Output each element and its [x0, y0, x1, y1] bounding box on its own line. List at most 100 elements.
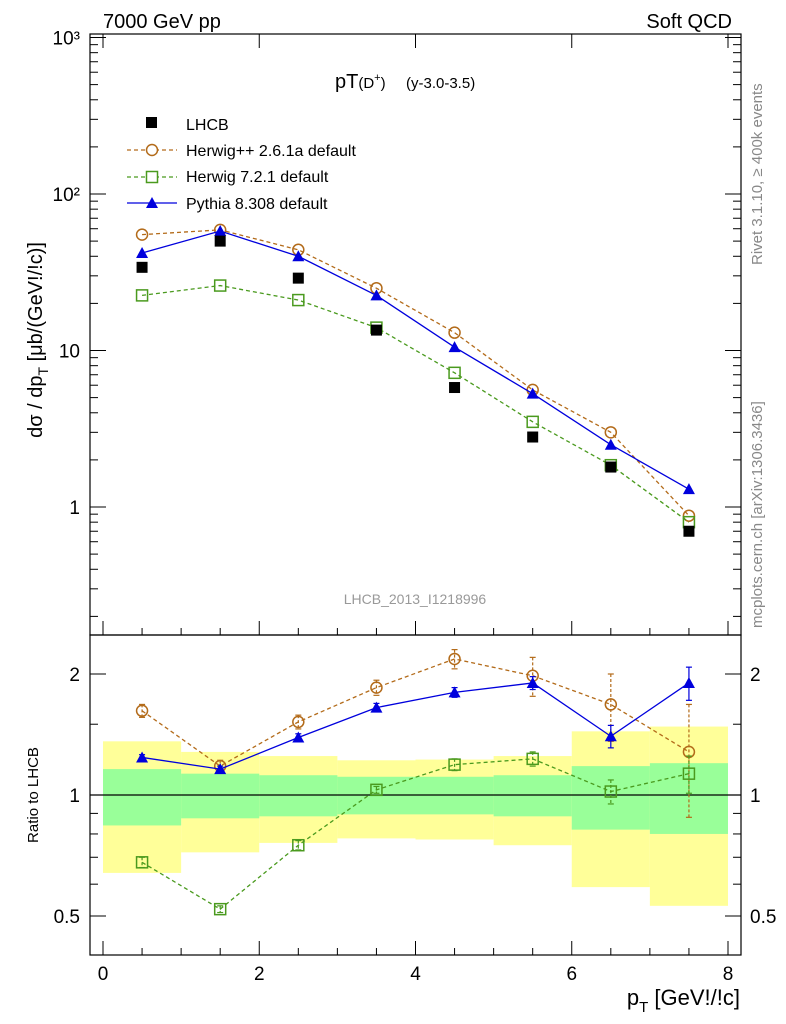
legend-label-lhcb: LHCB — [186, 117, 229, 134]
main-point-pythia-8-308-default-5 — [526, 387, 539, 399]
ratio-y-axis-label: Ratio to LHCB — [25, 747, 42, 843]
main-point-herwig-7-2-1-default-1 — [213, 279, 227, 292]
main-point-lhcb-1 — [214, 235, 226, 247]
ratio-point-herwig-2-6-1a-default-6 — [604, 698, 618, 711]
legend-marker-lhcb — [146, 117, 157, 128]
main-point-pythia-8-308-default-7 — [682, 483, 695, 495]
ratio-series — [135, 649, 696, 916]
legend-label-herwig7: Herwig 7.2.1 default — [186, 169, 329, 186]
main-series — [135, 223, 696, 537]
ratio-point-herwig-2-6-1a-default-0 — [135, 704, 149, 718]
ratio-y-tick-label-right-0: 0.5 — [750, 907, 776, 928]
y-tick-label-1: 10 — [59, 342, 80, 363]
axis-ticks: 0 2 4 6 8 1 10 10² 10³ 0.5 0.5 1 1 2 2 — [53, 29, 777, 986]
legend-marker-herwig7 — [145, 170, 159, 184]
main-point-herwig-7-2-1-default-5 — [526, 415, 539, 429]
main-line-herwig-7-2-1-default — [141, 284, 690, 523]
x-axis-label-main: p — [627, 985, 639, 1010]
y-tick-label-3: 10³ — [53, 29, 80, 50]
ratio-point-pythia-8-308-default-2 — [292, 731, 305, 743]
x-tick-label-0: 0 — [98, 964, 109, 985]
green-band-2 — [259, 775, 338, 817]
plot-title: pT(D+) — [335, 71, 386, 93]
main-point-herwig-7-2-1-default-0 — [135, 289, 149, 302]
x-tick-label-1: 2 — [254, 964, 265, 985]
header-left: 7000 GeV pp — [103, 11, 221, 33]
y-tick-label-0: 1 — [69, 498, 80, 519]
y-axis-label: dσ / dpT [μb/(GeV!/!c)] — [25, 242, 51, 438]
title-suffix: (y-3.0-3.5) — [406, 75, 475, 92]
title-sup: + — [374, 72, 380, 84]
main-point-lhcb-6 — [605, 461, 617, 473]
main-point-herwig-7-2-1-default-4 — [448, 366, 461, 380]
ratio-point-herwig-2-6-1a-default-3 — [370, 681, 383, 694]
ratio-point-pythia-8-308-default-6 — [604, 730, 617, 742]
ratio-point-pythia-8-308-default-4 — [448, 686, 461, 698]
main-point-pythia-8-308-default-6 — [604, 438, 617, 450]
ratio-point-pythia-8-308-default-0 — [136, 751, 149, 763]
title-main: pT — [335, 71, 358, 93]
main-line-pythia-8-308-default — [141, 230, 690, 490]
main-point-herwig-2-6-1a-default-6 — [604, 426, 618, 439]
main-point-herwig-7-2-1-default-2 — [292, 293, 305, 307]
y-axis-label-tail: [μb/(GeV!/!c)] — [25, 242, 47, 367]
main-point-pythia-8-308-default-4 — [448, 341, 461, 353]
main-point-lhcb-7 — [683, 525, 695, 537]
x-tick-label-2: 4 — [410, 964, 421, 985]
ratio-y-tick-label-2: 2 — [69, 665, 80, 686]
legend-label-pythia: Pythia 8.308 default — [186, 196, 328, 213]
ratio-point-herwig-7-2-1-default-7 — [682, 767, 696, 780]
ratio-point-herwig-7-2-1-default-4 — [448, 758, 461, 771]
legend-marker-pythia — [146, 197, 158, 208]
ratio-point-herwig-2-6-1a-default-2 — [292, 715, 305, 729]
header-right: Soft QCD — [646, 11, 732, 33]
ratio-point-herwig-7-2-1-default-0 — [135, 856, 149, 869]
x-axis-label: pT [GeV!/!c] — [627, 985, 740, 1016]
main-point-lhcb-2 — [292, 272, 304, 284]
ratio-y-tick-label-right-2: 2 — [750, 665, 761, 686]
main-point-herwig-2-6-1a-default-7 — [682, 509, 696, 522]
ratio-bands — [90, 726, 741, 906]
x-axis-label-sub: T — [639, 999, 648, 1016]
legend-label-herwigpp: Herwig++ 2.6.1a default — [186, 143, 356, 160]
green-band-1 — [181, 773, 260, 819]
ratio-point-pythia-8-308-default-7 — [682, 676, 695, 688]
main-line-herwig-2-6-1a-default — [142, 229, 690, 517]
ratio-point-herwig-7-2-1-default-5 — [526, 752, 539, 766]
watermark: LHCB_2013_I1218996 — [344, 591, 487, 607]
ratio-point-pythia-8-308-default-3 — [370, 701, 383, 713]
ratio-y-tick-label-right-1: 1 — [750, 786, 761, 807]
legend-marker-herwigpp — [145, 143, 159, 157]
y-axis-label-sub: T — [35, 367, 51, 376]
y-axis-label-main: dσ / dp — [25, 376, 47, 438]
ratio-point-herwig-7-2-1-default-6 — [604, 785, 618, 798]
title-close: ) — [381, 75, 386, 92]
side-label-rivet: Rivet 3.1.10, ≥ 400k events — [749, 83, 766, 265]
y-tick-label-2: 10² — [53, 185, 80, 206]
main-point-lhcb-4 — [449, 382, 461, 394]
title-sub: (D — [358, 75, 374, 92]
ratio-y-tick-label-1: 1 — [69, 786, 80, 807]
main-point-pythia-8-308-default-1 — [214, 225, 227, 237]
ratio-point-herwig-2-6-1a-default-4 — [448, 652, 461, 666]
green-band-5 — [493, 775, 572, 817]
ratio-point-herwig-7-2-1-default-1 — [213, 902, 227, 916]
ratio-line-pythia-8-308-default — [141, 682, 690, 770]
main-point-pythia-8-308-default-0 — [136, 246, 149, 258]
ratio-point-pythia-8-308-default-5 — [526, 676, 539, 688]
main-point-lhcb-5 — [527, 431, 539, 443]
ratio-point-herwig-7-2-1-default-2 — [292, 838, 305, 852]
green-band-0 — [103, 769, 182, 826]
main-point-herwig-2-6-1a-default-0 — [135, 228, 149, 241]
main-point-lhcb-0 — [136, 261, 148, 273]
x-axis-label-tail: [GeV!/!c] — [648, 985, 740, 1010]
side-label-mcplots: mcplots.cern.ch [arXiv:1306.3436] — [749, 401, 766, 628]
ratio-point-pythia-8-308-default-1 — [214, 763, 227, 775]
legend: LHCB Herwig++ 2.6.1a default Herwig 7.2.… — [127, 117, 356, 213]
main-point-pythia-8-308-default-2 — [292, 250, 305, 262]
ratio-line-herwig-7-2-1-default — [141, 758, 690, 910]
main-point-herwig-2-6-1a-default-4 — [448, 326, 461, 339]
ratio-point-herwig-7-2-1-default-3 — [370, 783, 383, 797]
main-point-lhcb-3 — [370, 324, 382, 336]
